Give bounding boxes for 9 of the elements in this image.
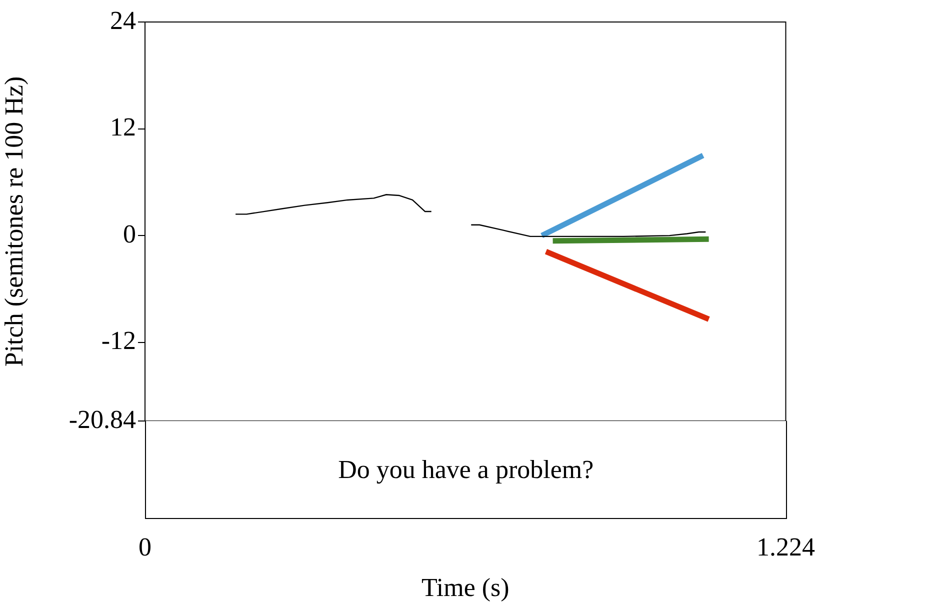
y-tick-label: 24 <box>110 6 136 35</box>
y-tick-label: 0 <box>123 219 136 248</box>
y-tick-label: -12 <box>101 326 136 356</box>
y-tick-label: 12 <box>110 112 136 142</box>
x-tick-label: 1.224 <box>756 532 815 562</box>
y-tick-label: -20.84 <box>68 404 136 434</box>
text-tier-box: Do you have a problem? <box>145 421 787 519</box>
y-axis-title: Pitch (semitones re 100 Hz) <box>0 76 28 367</box>
x-axis-title: Time (s) <box>421 573 510 602</box>
